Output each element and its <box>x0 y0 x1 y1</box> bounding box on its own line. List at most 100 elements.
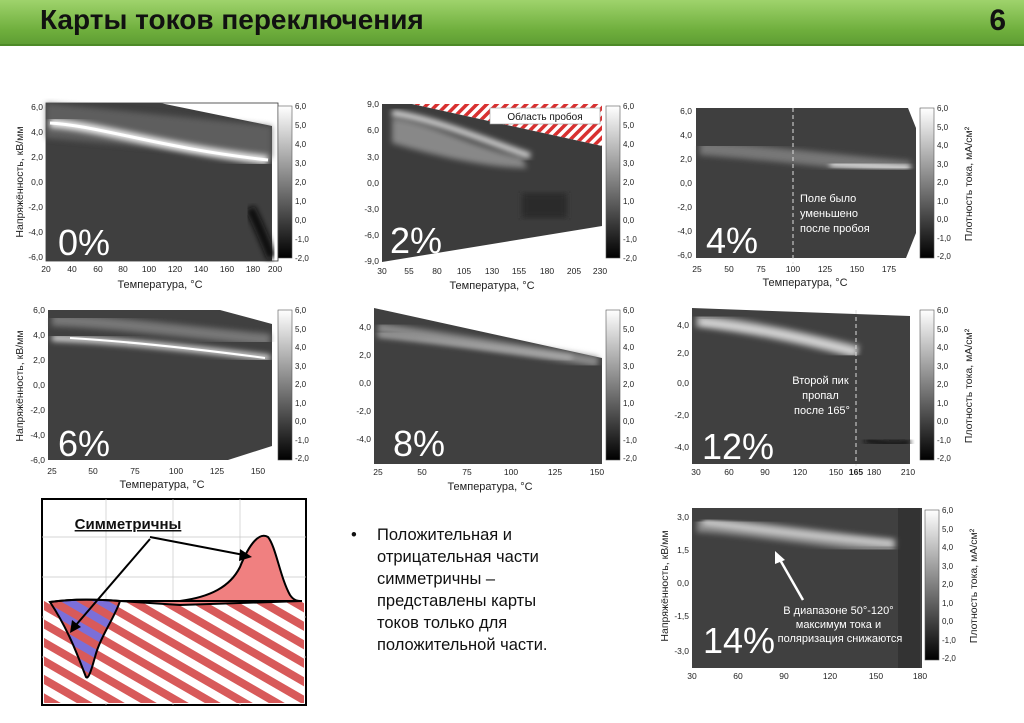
colorbar <box>919 107 935 259</box>
svg-text:6,0: 6,0 <box>623 102 635 111</box>
bullet-line: представлены карты <box>377 592 537 610</box>
svg-text:-1,0: -1,0 <box>942 636 956 645</box>
svg-text:4,0: 4,0 <box>623 343 635 352</box>
svg-text:125: 125 <box>548 467 562 477</box>
svg-text:180: 180 <box>913 671 927 681</box>
svg-text:1,0: 1,0 <box>623 197 635 206</box>
x-axis-label: Температура, °C <box>117 279 202 291</box>
svg-text:2,0: 2,0 <box>295 380 307 389</box>
svg-text:1,0: 1,0 <box>942 599 954 608</box>
heatmap-panel-12: Второй пик пропал после 165° 4,0 2,0 0,0… <box>674 306 975 477</box>
svg-text:5,0: 5,0 <box>937 325 949 334</box>
svg-text:-1,0: -1,0 <box>623 235 637 244</box>
slide-title: Карты токов переключения <box>40 4 424 35</box>
svg-text:-2,0: -2,0 <box>942 654 956 663</box>
svg-text:1,0: 1,0 <box>295 197 307 206</box>
svg-text:75: 75 <box>462 467 472 477</box>
svg-text:50: 50 <box>88 466 98 476</box>
svg-text:130: 130 <box>485 266 499 276</box>
heatmap-panel-2: Область пробоя 9,0 6,0 3,0 0,0 -3,0 -6,0… <box>364 99 637 292</box>
svg-text:-3,0: -3,0 <box>674 646 689 656</box>
bullet-icon: • <box>351 526 357 544</box>
svg-text:4,0: 4,0 <box>942 543 954 552</box>
svg-text:2,0: 2,0 <box>623 380 635 389</box>
x-axis-label: Температура, °C <box>119 479 204 491</box>
svg-text:6,0: 6,0 <box>33 305 45 315</box>
svg-text:150: 150 <box>869 671 883 681</box>
svg-text:6,0: 6,0 <box>937 306 949 315</box>
heatmap-panel-8: 4,0 2,0 0,0 -2,0 -4,0 25 50 75 100 125 1… <box>356 306 637 493</box>
heatmap-panel-6: 6,0 4,0 2,0 0,0 -2,0 -4,0 -6,0 25 50 75 … <box>14 305 309 491</box>
svg-text:155: 155 <box>512 266 526 276</box>
x-tick: 180 <box>246 264 260 274</box>
y-tick: 0,0 <box>31 177 43 187</box>
svg-text:4,0: 4,0 <box>937 141 949 150</box>
svg-text:30: 30 <box>691 467 701 477</box>
bullet-line: отрицательная части <box>377 548 539 566</box>
panel-label-6: 6% <box>58 423 111 464</box>
heatmap-panel-4: Поле было уменьшено после пробоя 6,0 4,0… <box>677 104 975 289</box>
symmetry-schematic: Симметричны <box>41 498 307 706</box>
svg-text:3,0: 3,0 <box>623 159 635 168</box>
svg-text:-2,0: -2,0 <box>677 202 692 212</box>
x-tick: 60 <box>93 264 103 274</box>
svg-text:1,0: 1,0 <box>295 399 307 408</box>
svg-text:-2,0: -2,0 <box>623 454 637 463</box>
bullet-line: токов только для <box>377 614 508 632</box>
svg-text:25: 25 <box>47 466 57 476</box>
svg-text:-1,0: -1,0 <box>937 234 951 243</box>
y-axis-label: Напряжённость, кВ/мм <box>659 530 671 641</box>
x-tick: 120 <box>168 264 182 274</box>
svg-text:0,0: 0,0 <box>680 178 692 188</box>
svg-text:2,0: 2,0 <box>623 178 635 187</box>
x-tick: 200 <box>268 264 282 274</box>
panel-label-8: 8% <box>393 423 446 464</box>
bullet-line: положительной части. <box>377 636 548 654</box>
panel-label-4: 4% <box>706 220 759 261</box>
svg-text:6,0: 6,0 <box>367 125 379 135</box>
svg-text:-1,0: -1,0 <box>623 436 637 445</box>
svg-text:60: 60 <box>733 671 743 681</box>
svg-text:0,0: 0,0 <box>677 378 689 388</box>
svg-text:3,0: 3,0 <box>942 562 954 571</box>
colorbar <box>924 509 940 661</box>
svg-text:-4,0: -4,0 <box>677 226 692 236</box>
svg-text:1,0: 1,0 <box>937 399 949 408</box>
x-axis-label: Температура, °C <box>447 481 532 493</box>
y-axis-label: Напряжённость, кВ/мм <box>14 126 26 237</box>
svg-text:2,0: 2,0 <box>295 178 307 187</box>
svg-text:0,0: 0,0 <box>937 215 949 224</box>
bullet-line: симметричны – <box>377 570 496 588</box>
colorbar <box>605 105 621 259</box>
x-tick: 40 <box>67 264 77 274</box>
svg-text:105: 105 <box>457 266 471 276</box>
svg-text:5,0: 5,0 <box>623 121 635 130</box>
panel-label-14: 14% <box>703 620 776 661</box>
bullet-text: • Положительная и отрицательная части си… <box>351 524 605 656</box>
slide-number: 6 <box>989 4 1006 37</box>
svg-text:100: 100 <box>169 466 183 476</box>
svg-text:-4,0: -4,0 <box>356 434 371 444</box>
svg-text:0,0: 0,0 <box>942 617 954 626</box>
svg-text:2,0: 2,0 <box>937 178 949 187</box>
colorbar <box>605 309 621 461</box>
svg-text:60: 60 <box>724 467 734 477</box>
svg-text:5,0: 5,0 <box>937 123 949 132</box>
y-tick: -2,0 <box>28 202 43 212</box>
slide-header: Карты токов переключения 6 <box>0 0 1024 46</box>
x-tick: 160 <box>220 264 234 274</box>
colorbar <box>277 105 293 259</box>
svg-text:2,0: 2,0 <box>359 350 371 360</box>
svg-text:2,0: 2,0 <box>677 348 689 358</box>
svg-text:210: 210 <box>901 467 915 477</box>
svg-text:180: 180 <box>540 266 554 276</box>
svg-text:-2,0: -2,0 <box>295 454 309 463</box>
svg-text:9,0: 9,0 <box>367 99 379 109</box>
x-tick: 20 <box>41 264 51 274</box>
svg-text:165: 165 <box>849 467 863 477</box>
svg-text:25: 25 <box>692 264 702 274</box>
svg-text:0,0: 0,0 <box>623 417 635 426</box>
svg-text:2,0: 2,0 <box>33 355 45 365</box>
svg-text:175: 175 <box>882 264 896 274</box>
svg-text:30: 30 <box>377 266 387 276</box>
